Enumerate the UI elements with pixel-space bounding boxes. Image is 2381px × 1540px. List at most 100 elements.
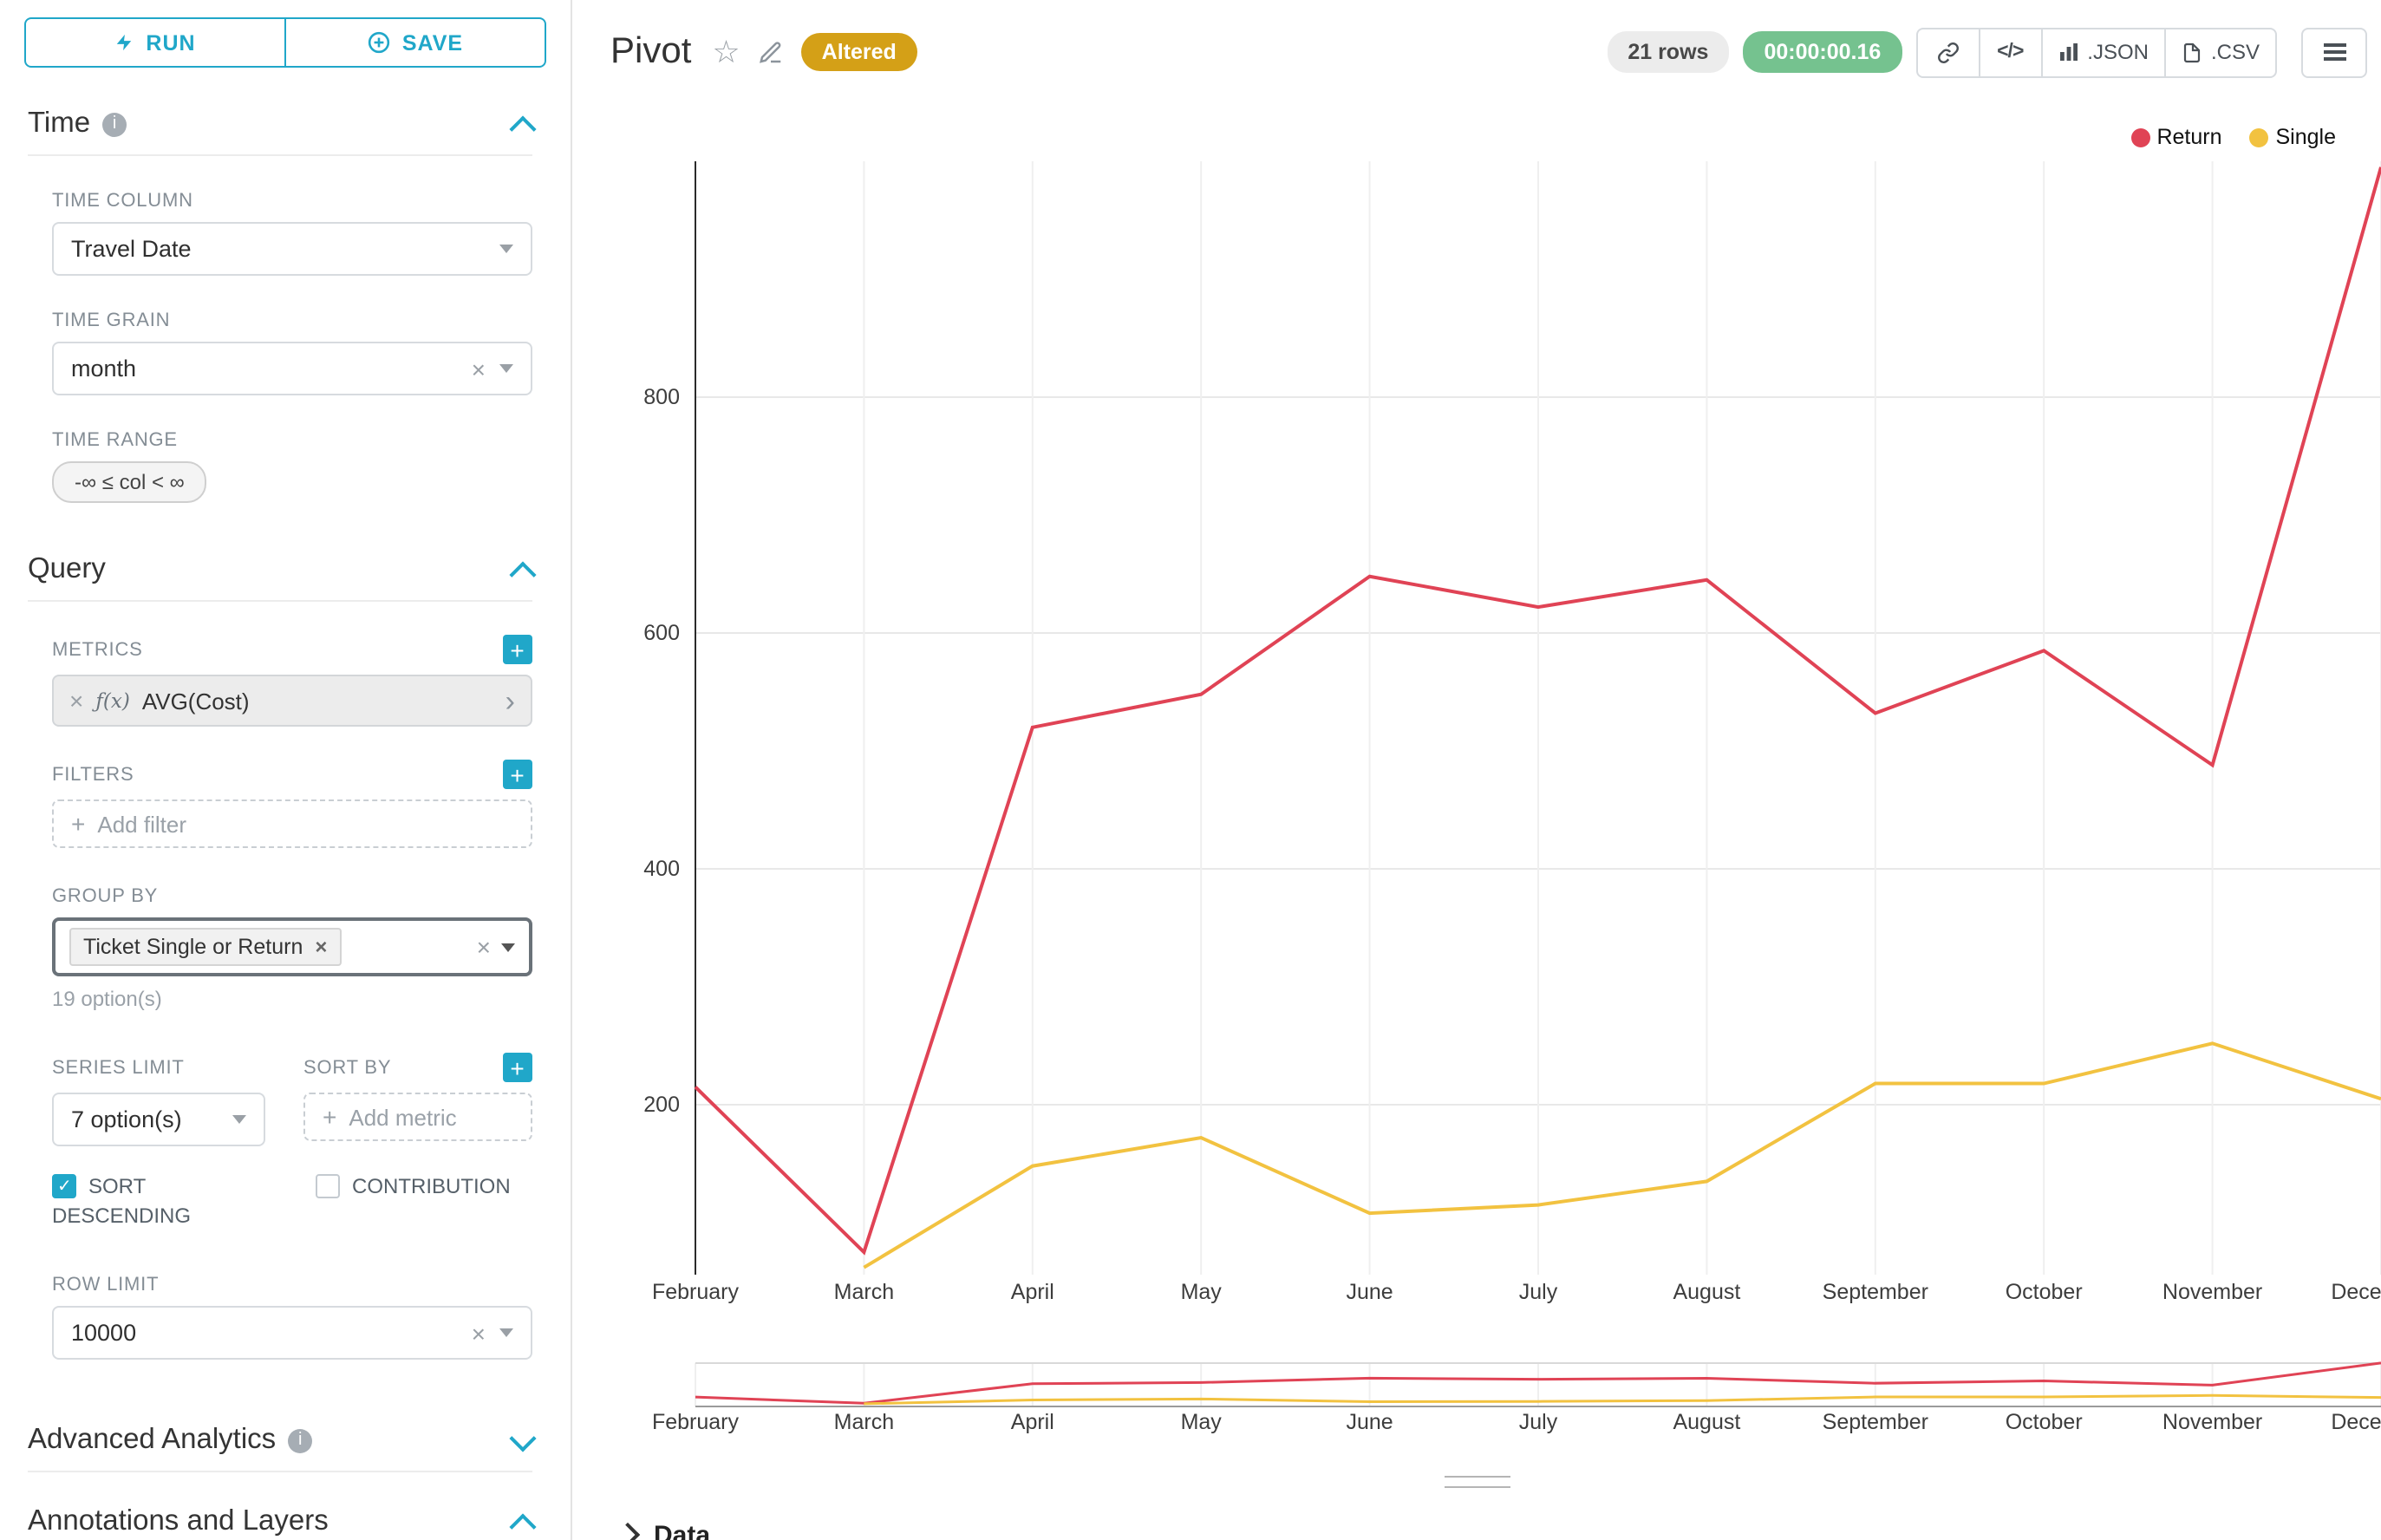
edit-title-icon[interactable] [758, 39, 784, 65]
svg-text:June: June [1346, 1410, 1393, 1434]
altered-badge: Altered [800, 33, 917, 71]
plus-circle-icon [368, 31, 390, 54]
metrics-label-row: METRICS [52, 635, 532, 664]
time-section-header[interactable]: Time [28, 108, 537, 156]
svg-text:November: November [2162, 1410, 2262, 1434]
legend-label-return: Return [2156, 125, 2222, 149]
time-column-value: Travel Date [71, 236, 192, 262]
metric-item[interactable]: ƒ(x) AVG(Cost) [52, 675, 532, 727]
group-by-label: GROUP BY [52, 885, 159, 906]
control-panel: RUN SAVE Time TIME COLUMN Travel Date TI… [0, 0, 572, 1540]
chevron-right-icon[interactable] [615, 1522, 641, 1540]
sort-by-label-row: SORT BY [303, 1053, 532, 1082]
line-chart[interactable]: 200 400 600 800 February February March March Ap… [574, 0, 2381, 1540]
unchecked-checkbox-icon[interactable] [316, 1174, 340, 1198]
svg-text:February: February [652, 1280, 740, 1304]
function-icon: ƒ(x) [95, 688, 130, 713]
svg-text:March: March [834, 1280, 894, 1304]
add-filter-icon[interactable] [503, 760, 532, 789]
group-by-select[interactable]: Ticket Single or Return [52, 917, 532, 976]
legend-item-single[interactable]: Single [2249, 125, 2337, 149]
svg-text:August: August [1673, 1280, 1740, 1304]
run-button[interactable]: RUN [24, 17, 286, 68]
time-range-pill[interactable]: -∞ ≤ col < ∞ [52, 461, 207, 503]
checked-checkbox-icon[interactable] [52, 1172, 76, 1202]
chevron-up-icon[interactable] [509, 114, 537, 142]
filters-label-row: FILTERS [52, 760, 532, 789]
legend-dot-return [2130, 127, 2150, 147]
chevron-up-icon[interactable] [509, 560, 537, 588]
chart-title: Pivot [610, 31, 692, 71]
svg-text:May: May [1181, 1410, 1223, 1434]
sort-by-column: SORT BY Add metric [303, 1053, 532, 1146]
annotations-section-header[interactable]: Annotations and Layers [28, 1506, 537, 1540]
query-section-header[interactable]: Query [28, 554, 537, 602]
svg-text:August: August [1673, 1410, 1740, 1434]
series-limit-column: SERIES LIMIT 7 option(s) [52, 1053, 265, 1146]
chart-legend: Return Single [2130, 125, 2336, 149]
share-link-button[interactable] [1915, 27, 1980, 77]
plus-icon [71, 810, 85, 838]
add-sort-metric-icon[interactable] [503, 1053, 532, 1082]
legend-label-single: Single [2275, 125, 2337, 149]
svg-text:400: 400 [643, 857, 680, 881]
remove-tag-icon[interactable] [315, 936, 327, 957]
add-sort-metric-box[interactable]: Add metric [303, 1093, 532, 1141]
sort-by-label: SORT BY [303, 1057, 392, 1078]
chevron-up-icon[interactable] [509, 1512, 537, 1540]
remove-metric-icon[interactable] [69, 688, 83, 713]
series-limit-value: 7 option(s) [71, 1106, 182, 1132]
run-button-label: RUN [146, 30, 196, 55]
view-query-button[interactable]: </> [1978, 27, 2043, 77]
export-csv-button[interactable]: .CSV [2163, 27, 2277, 77]
contribution-option[interactable]: CONTRIBUTION [316, 1172, 511, 1231]
csv-button-label: .CSV [2210, 40, 2260, 64]
chevron-down-icon[interactable] [509, 1424, 537, 1452]
svg-text:200: 200 [643, 1093, 680, 1117]
data-panel-header[interactable]: Data [574, 1512, 2381, 1540]
svg-text:December: December [2331, 1410, 2381, 1434]
time-column-select[interactable]: Travel Date [52, 222, 532, 276]
metrics-label: METRICS [52, 639, 143, 660]
chevron-down-icon [501, 943, 515, 951]
save-button[interactable]: SAVE [284, 17, 546, 68]
svg-text:July: July [1519, 1280, 1558, 1304]
time-grain-label: TIME GRAIN [52, 310, 171, 330]
add-filter-box[interactable]: Add filter [52, 799, 532, 848]
add-filter-label: Add filter [97, 811, 186, 837]
time-section-title: Time [28, 108, 91, 139]
data-panel-title: Data [654, 1520, 711, 1540]
svg-text:800: 800 [643, 385, 680, 409]
row-count-badge: 21 rows [1607, 31, 1730, 73]
svg-text:July: July [1519, 1410, 1558, 1434]
svg-text:November: November [2162, 1280, 2262, 1304]
advanced-analytics-section-header[interactable]: Advanced Analytics [28, 1424, 537, 1472]
save-button-label: SAVE [401, 30, 464, 55]
svg-text:600: 600 [643, 621, 680, 645]
row-limit-select[interactable]: 10000 [52, 1306, 532, 1360]
series-limit-label: SERIES LIMIT [52, 1057, 185, 1078]
svg-text:April: April [1011, 1280, 1054, 1304]
sort-descending-option[interactable]: SORT DESCENDING [52, 1172, 225, 1231]
row-limit-label: ROW LIMIT [52, 1274, 160, 1295]
more-options-button[interactable] [2301, 27, 2367, 77]
time-grain-select[interactable]: month [52, 342, 532, 395]
export-json-button[interactable]: .JSON [2040, 27, 2166, 77]
svg-text:September: September [1823, 1280, 1928, 1304]
export-button-group: </> .JSON .CSV [1915, 27, 2277, 77]
favorite-star-icon[interactable] [712, 36, 740, 68]
clear-icon[interactable] [472, 356, 486, 381]
legend-item-return[interactable]: Return [2130, 125, 2222, 149]
series-limit-select[interactable]: 7 option(s) [52, 1093, 265, 1146]
chevron-down-icon [232, 1115, 246, 1124]
file-icon [2183, 42, 2201, 62]
clear-icon[interactable] [477, 935, 491, 959]
svg-text:October: October [2006, 1280, 2083, 1304]
chevron-right-icon[interactable] [506, 686, 515, 715]
clear-icon[interactable] [472, 1321, 486, 1345]
plus-icon [323, 1103, 336, 1131]
svg-text:March: March [834, 1410, 894, 1434]
panel-resize-handle[interactable] [1445, 1476, 1510, 1488]
add-metric-icon[interactable] [503, 635, 532, 664]
